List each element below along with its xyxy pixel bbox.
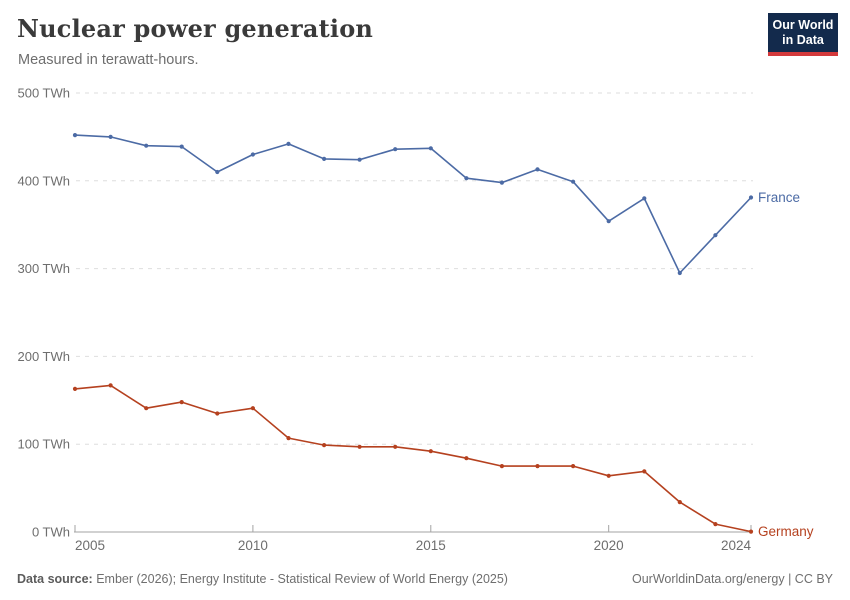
data-point-germany-2017[interactable] bbox=[499, 464, 504, 469]
data-point-france-2019[interactable] bbox=[571, 179, 576, 184]
data-point-germany-2012[interactable] bbox=[322, 443, 327, 448]
data-point-germany-2023[interactable] bbox=[713, 522, 718, 527]
data-point-france-2016[interactable] bbox=[464, 176, 469, 181]
data-point-germany-2016[interactable] bbox=[464, 456, 469, 461]
owid-logo-line2: in Data bbox=[782, 33, 824, 47]
data-point-france-2017[interactable] bbox=[499, 180, 504, 185]
data-point-france-2021[interactable] bbox=[642, 196, 647, 201]
data-point-germany-2021[interactable] bbox=[642, 469, 647, 474]
data-point-france-2015[interactable] bbox=[428, 146, 433, 151]
data-point-germany-2011[interactable] bbox=[286, 436, 291, 441]
data-point-germany-2019[interactable] bbox=[571, 464, 576, 469]
data-point-france-2005[interactable] bbox=[72, 133, 78, 138]
data-point-france-2010[interactable] bbox=[250, 152, 255, 157]
data-source-note: Data source: Ember (2026); Energy Instit… bbox=[17, 572, 508, 586]
data-point-germany-2018[interactable] bbox=[535, 464, 540, 469]
data-point-germany-2007[interactable] bbox=[144, 406, 149, 411]
page-subtitle: Measured in terawatt-hours. bbox=[18, 52, 199, 68]
y-tick-label-300: 300 TWh bbox=[17, 261, 70, 276]
data-point-france-2023[interactable] bbox=[713, 233, 718, 238]
data-point-germany-2022[interactable] bbox=[677, 500, 682, 505]
owid-logo-line1: Our World bbox=[772, 18, 834, 32]
x-tick-label-2010: 2010 bbox=[238, 538, 268, 553]
data-point-france-2014[interactable] bbox=[393, 147, 398, 152]
series-line-france[interactable] bbox=[74, 134, 752, 274]
license-link[interactable]: OurWorldinData.org/energy | CC BY bbox=[631, 572, 833, 586]
y-tick-label-200: 200 TWh bbox=[17, 349, 70, 364]
data-source-text: Ember (2026); Energy Institute - Statist… bbox=[92, 572, 508, 586]
data-point-germany-2008[interactable] bbox=[179, 400, 184, 405]
data-point-france-2018[interactable] bbox=[535, 167, 540, 172]
series-line-germany[interactable] bbox=[74, 384, 752, 533]
data-point-france-2009[interactable] bbox=[215, 169, 220, 175]
series-label-germany[interactable]: Germany bbox=[758, 524, 814, 539]
x-tick-label-2005: 2005 bbox=[75, 538, 105, 553]
data-point-germany-2015[interactable] bbox=[428, 449, 433, 454]
data-point-germany-2024[interactable] bbox=[748, 529, 754, 534]
x-tick-label-2020: 2020 bbox=[594, 538, 624, 553]
data-point-germany-2014[interactable] bbox=[393, 444, 398, 449]
x-tick-label-2024: 2024 bbox=[721, 538, 752, 553]
data-point-germany-2006[interactable] bbox=[108, 383, 113, 388]
data-point-france-2013[interactable] bbox=[357, 157, 362, 162]
data-point-france-2022[interactable] bbox=[677, 270, 682, 276]
series-label-france[interactable]: France bbox=[758, 190, 800, 205]
y-tick-label-0: 0 TWh bbox=[32, 525, 70, 540]
data-point-germany-2013[interactable] bbox=[357, 444, 362, 449]
data-point-france-2024[interactable] bbox=[748, 195, 754, 200]
data-point-germany-2020[interactable] bbox=[606, 473, 611, 478]
data-source-label: Data source: bbox=[17, 572, 93, 586]
data-point-france-2020[interactable] bbox=[606, 219, 611, 224]
data-point-france-2006[interactable] bbox=[108, 134, 113, 139]
data-point-france-2012[interactable] bbox=[322, 156, 327, 161]
page-title: Nuclear power generation bbox=[17, 14, 374, 43]
data-point-france-2007[interactable] bbox=[144, 143, 149, 148]
y-tick-label-500: 500 TWh bbox=[17, 86, 70, 101]
data-point-france-2011[interactable] bbox=[286, 141, 291, 146]
chart-footer: Data source: Ember (2026); Energy Instit… bbox=[0, 572, 850, 590]
data-point-france-2008[interactable] bbox=[179, 144, 184, 149]
data-point-germany-2010[interactable] bbox=[250, 406, 255, 411]
y-tick-label-100: 100 TWh bbox=[17, 437, 70, 452]
data-point-germany-2009[interactable] bbox=[215, 411, 220, 416]
y-tick-label-400: 400 TWh bbox=[17, 173, 70, 188]
x-tick-label-2015: 2015 bbox=[416, 538, 446, 553]
owid-logo[interactable]: Our World in Data bbox=[768, 13, 838, 56]
data-point-germany-2005[interactable] bbox=[72, 386, 78, 391]
